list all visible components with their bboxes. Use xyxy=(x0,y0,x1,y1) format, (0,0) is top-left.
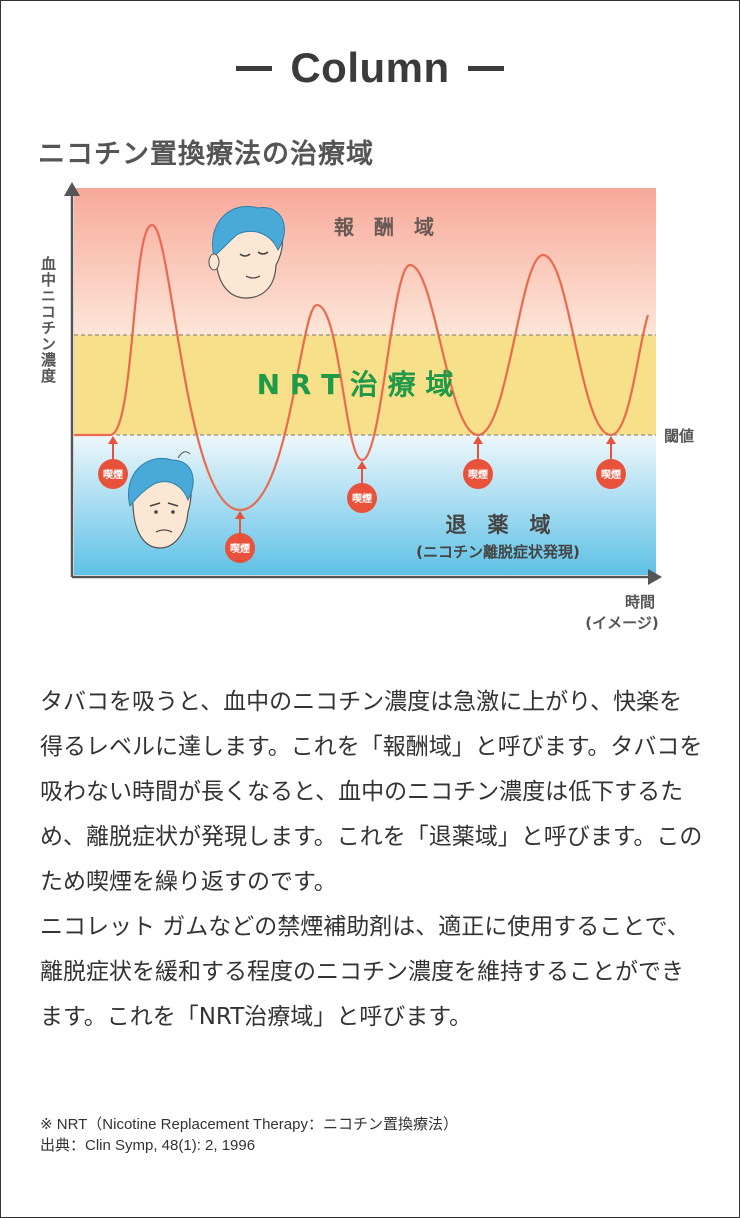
smoke-marker: 喫煙 xyxy=(225,511,255,563)
svg-text:喫煙: 喫煙 xyxy=(468,468,488,481)
left-dash xyxy=(236,65,273,71)
svg-text:喫煙: 喫煙 xyxy=(601,468,621,481)
reward-zone-label: 報 酬 域 xyxy=(334,215,434,239)
svg-text:喫煙: 喫煙 xyxy=(230,542,250,555)
happy-face-icon xyxy=(208,205,285,299)
x-axis-arrow xyxy=(648,569,662,585)
chart-title: ニコチン置換療法の治療域 xyxy=(38,139,374,170)
withdrawal-zone-label: 退 薬 域 xyxy=(446,513,551,537)
nrt-zone xyxy=(74,335,656,435)
right-dash xyxy=(467,65,504,71)
smoke-marker: 喫煙 xyxy=(347,461,377,513)
distressed-face-icon xyxy=(128,451,194,549)
source-note: 出典：Clin Symp, 48(1): 2, 1996 xyxy=(40,1137,256,1154)
y-axis-label: 血中ニコチン濃度 xyxy=(39,255,57,384)
paragraph-1: タバコを吸うと、血中のニコチン濃度は急激に上がり、快楽を得るレベルに達します。こ… xyxy=(40,689,703,895)
y-axis-arrow xyxy=(64,182,80,196)
svg-text:喫煙: 喫煙 xyxy=(352,492,372,505)
smoke-marker: 喫煙 xyxy=(596,436,626,489)
x-axis-sublabel: (イメージ) xyxy=(585,614,658,632)
svg-text:喫煙: 喫煙 xyxy=(103,468,123,481)
footnotes: ※ NRT（Nicotine Replacement Therapy：ニコチン置… xyxy=(40,1114,458,1156)
reward-zone xyxy=(74,188,656,335)
column-title: Column xyxy=(290,44,450,91)
threshold-label: 閾値 xyxy=(664,427,694,445)
paragraph-2: ニコレット ガムなどの禁煙補助剤は、適正に使用することで、離脱症状を緩和する程度… xyxy=(40,914,690,1030)
nrt-diagram: 喫煙 喫煙 喫煙 喫煙 喫煙 xyxy=(39,182,694,632)
nrt-definition-note: ※ NRT（Nicotine Replacement Therapy：ニコチン置… xyxy=(40,1116,458,1133)
nrt-zone-label: N R T 治 療 域 xyxy=(257,368,454,401)
nicotine-curve xyxy=(74,223,650,512)
withdrawal-zone-sublabel: (ニコチン離脱症状発現) xyxy=(416,543,580,561)
x-axis-label: 時間 xyxy=(625,593,655,611)
body-text: タバコを吸うと、血中のニコチン濃度は急激に上がり、快楽を得るレベルに達します。こ… xyxy=(40,680,705,1040)
smoke-marker: 喫煙 xyxy=(98,436,128,489)
column-header: Column xyxy=(0,40,740,96)
smoke-marker: 喫煙 xyxy=(463,436,493,489)
